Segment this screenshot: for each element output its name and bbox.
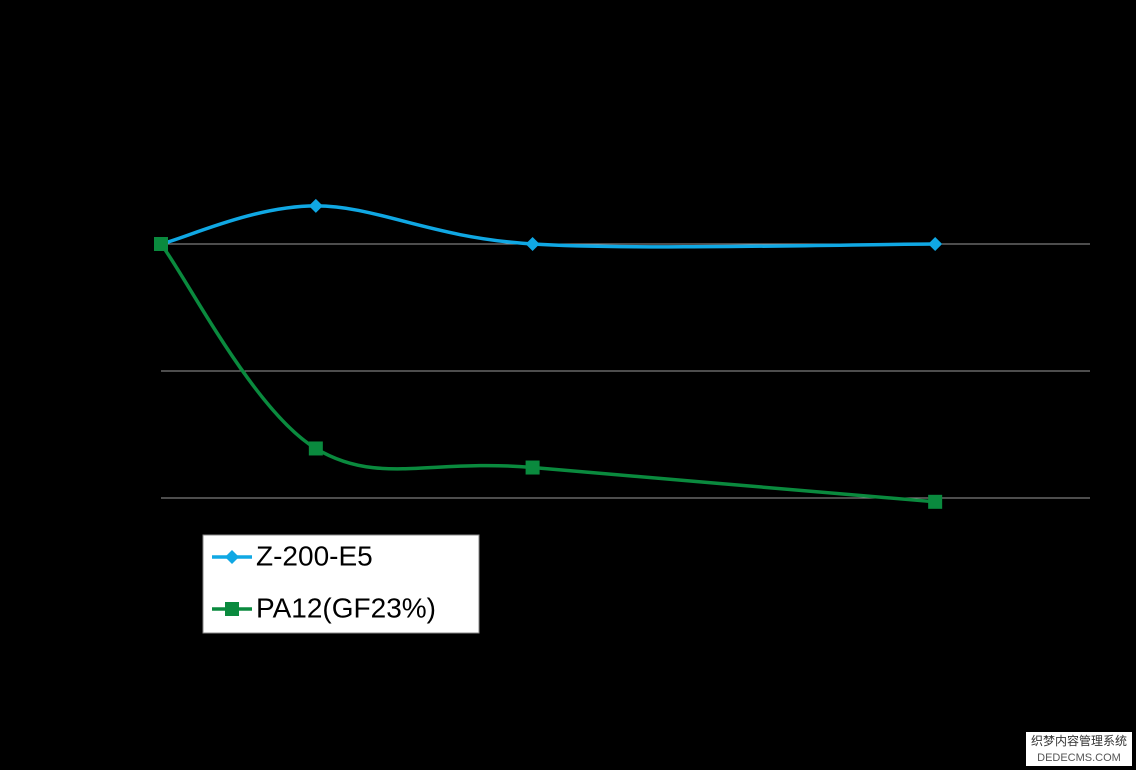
data-point (308, 198, 323, 213)
watermark: DEDECMS.COM (1037, 752, 1121, 764)
series-line (159, 242, 936, 504)
legend-box (202, 534, 480, 634)
y-tick-label: 100 (126, 235, 153, 252)
data-point (525, 460, 540, 475)
legend-label: Z-200-E5 (256, 540, 373, 571)
data-point (928, 494, 943, 509)
legend-label: PA12(GF23%) (256, 592, 436, 623)
data-point (154, 237, 168, 251)
watermark: 织梦内容管理系统 (1031, 733, 1127, 748)
data-point (928, 237, 943, 251)
y-tick-label: 90 (135, 362, 153, 379)
watermark-box (1026, 732, 1132, 766)
data-point (525, 237, 540, 251)
legend-marker (225, 550, 239, 564)
y-tick-label: 80 (135, 489, 153, 506)
data-point (308, 441, 323, 456)
legend-marker (225, 602, 239, 616)
series-line (160, 204, 936, 249)
